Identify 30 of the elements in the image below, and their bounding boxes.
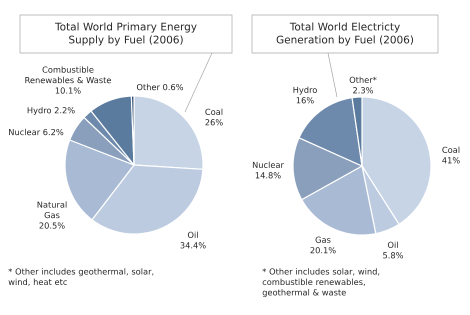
slice-label: Nuclear [252,162,284,168]
text: * Other includes geothermal, solar, wind, heat etc [8,268,154,286]
data-label: 26% [205,119,223,126]
slice-label: Hydro [294,86,317,95]
slice-label: Combustible Renewables & Waste [25,66,112,84]
slice-label: Coal [205,108,222,115]
data-label: 34.4% [180,242,206,248]
chart-title: Total World Electricty Generation by Fuel (2006) [276,22,414,46]
data-label: 5.8% [383,252,404,258]
data-label: 20.5% [39,222,65,229]
data-label: 10.1% [56,87,81,94]
data-label: 2.3% [353,87,374,94]
slice-label: Coal [442,146,460,153]
data-label: 2.2% [54,107,75,114]
data-label: 20.1% [310,247,336,254]
chart-title: Total World Primary Energy Supply by Fuel (2006) [55,22,197,46]
data-label: 0.6% [163,84,184,90]
data-label: 16% [296,97,314,104]
slice-label: Hydro [28,107,52,115]
slice-label: Gas [316,236,330,243]
slice-label: Nuclear [9,128,40,136]
slice-label: Oil [188,232,198,238]
data-label: 41% [442,157,460,164]
slice-label: Other* [350,76,377,83]
data-label: 6.2% [43,128,64,136]
data-label: 14.8% [256,172,281,178]
slice-label: Oil [388,242,398,248]
slice-label: Other [136,84,160,90]
text: * Other includes solar, wind, combustible renewables, geothermal & waste [262,268,380,298]
slice-label: Natural Gas [38,201,66,218]
